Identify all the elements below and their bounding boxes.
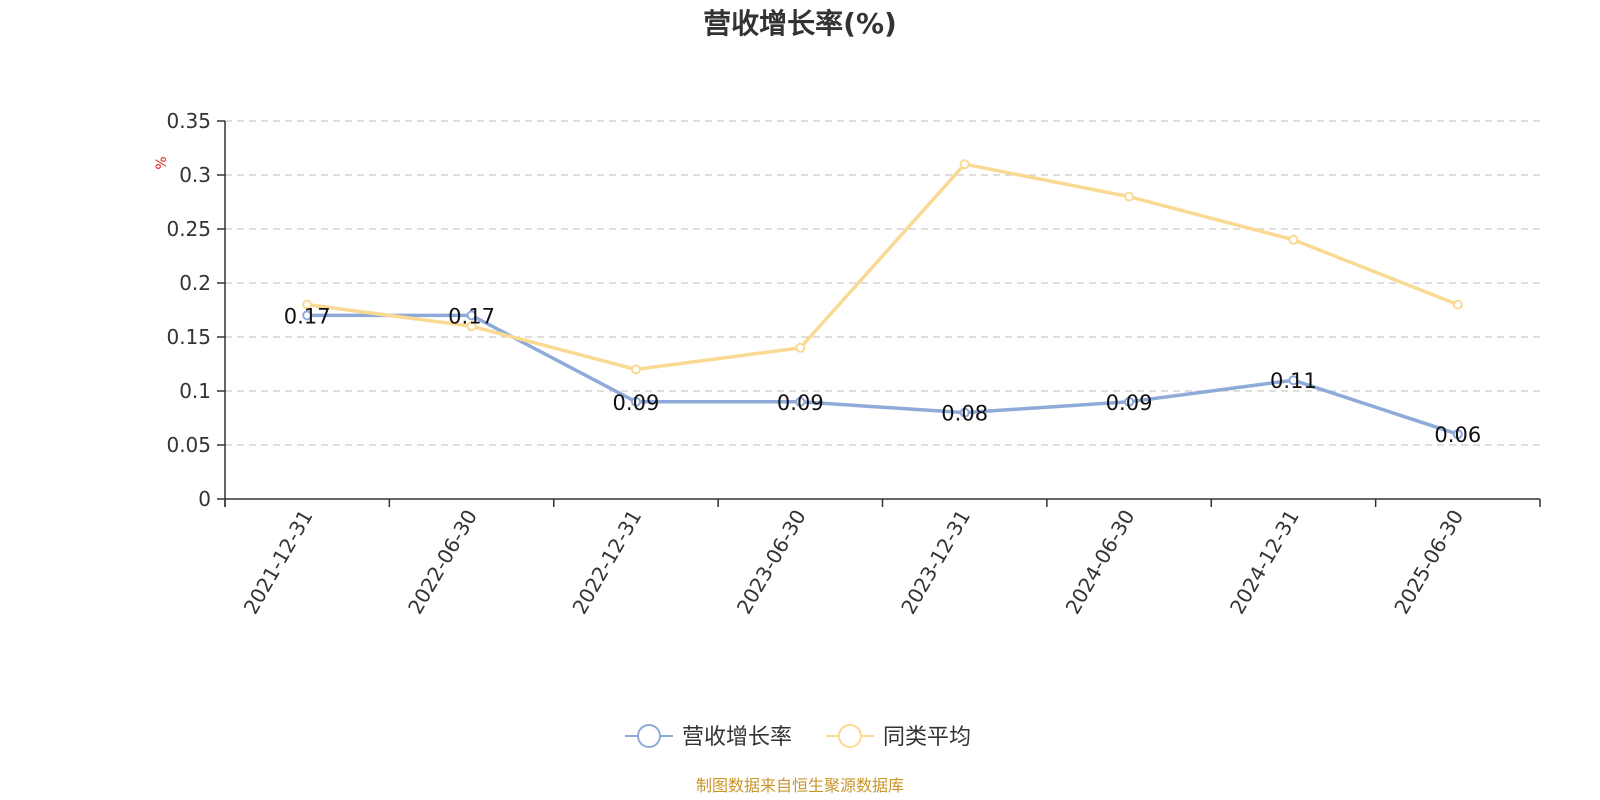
legend-item-peer-average[interactable]: 同类平均 (826, 724, 971, 750)
series-peer-average (302, 159, 1463, 375)
data-label: 0.08 (941, 402, 988, 426)
data-label: 0.09 (613, 391, 660, 415)
series-line (305, 162, 1460, 372)
data-point[interactable] (1452, 429, 1463, 440)
x-tick-label: 2022-12-31 (567, 506, 646, 619)
legend[interactable]: 营收增长率 同类平均 (625, 724, 971, 750)
data-point[interactable] (959, 159, 970, 170)
data-point[interactable] (795, 342, 806, 353)
x-tick-label: 2024-06-30 (1060, 506, 1139, 619)
chart-title: 营收增长率(%) (703, 7, 897, 40)
data-point[interactable] (302, 310, 313, 321)
y-axis-unit: % (154, 156, 170, 169)
data-point[interactable] (1288, 375, 1299, 386)
data-point[interactable] (302, 299, 313, 310)
x-tick-label: 2023-12-31 (896, 506, 975, 619)
legend-label: 营收增长率 (682, 725, 792, 750)
x-tick-label: 2024-12-31 (1225, 506, 1304, 619)
data-point[interactable] (959, 407, 970, 418)
legend-label: 同类平均 (883, 725, 971, 750)
data-point[interactable] (1124, 396, 1135, 407)
x-tick-label: 2023-06-30 (732, 506, 811, 619)
data-point[interactable] (466, 321, 477, 332)
y-tick-label: 0.35 (166, 109, 211, 133)
data-label: 0.17 (448, 304, 495, 328)
data-point[interactable] (795, 396, 806, 407)
source-note: 制图数据来自恒生聚源数据库 (696, 776, 904, 795)
y-tick-label: 0.3 (179, 163, 211, 187)
x-tick-label: 2025-06-30 (1389, 506, 1468, 619)
series-line (305, 313, 1460, 436)
data-labels: 0.17 0.17 0.09 0.09 0.08 0.09 0.11 0.06 (284, 304, 1481, 447)
data-point[interactable] (1288, 234, 1299, 245)
legend-circle-icon (637, 724, 661, 748)
x-tick-label: 2022-06-30 (403, 506, 482, 619)
data-label: 0.06 (1434, 423, 1481, 447)
data-point[interactable] (1452, 299, 1463, 310)
data-point[interactable] (1124, 191, 1135, 202)
data-label: 0.09 (1106, 391, 1153, 415)
legend-circle-icon (838, 724, 862, 748)
legend-item-revenue-growth[interactable]: 营收增长率 (625, 724, 792, 750)
data-label: 0.09 (777, 391, 824, 415)
y-tick-label: 0.05 (166, 433, 211, 457)
data-point[interactable] (630, 364, 641, 375)
data-label: 0.11 (1270, 369, 1317, 393)
y-tick-label: 0.15 (166, 325, 211, 349)
series-group (302, 159, 1463, 440)
data-point[interactable] (630, 396, 641, 407)
x-tick-label: 2021-12-31 (239, 506, 318, 619)
series-revenue-growth (302, 310, 1463, 440)
y-tick-label: 0.2 (179, 271, 211, 295)
y-tick-label: 0.1 (179, 379, 211, 403)
data-point[interactable] (466, 310, 477, 321)
axes: 0 0.05 0.1 0.15 0.2 0.25 0.3 0.35 2021-12-31 2022… (166, 109, 1541, 619)
y-tick-label: 0 (198, 487, 211, 511)
y-tick-label: 0.25 (166, 217, 211, 241)
data-label: 0.17 (284, 304, 331, 328)
